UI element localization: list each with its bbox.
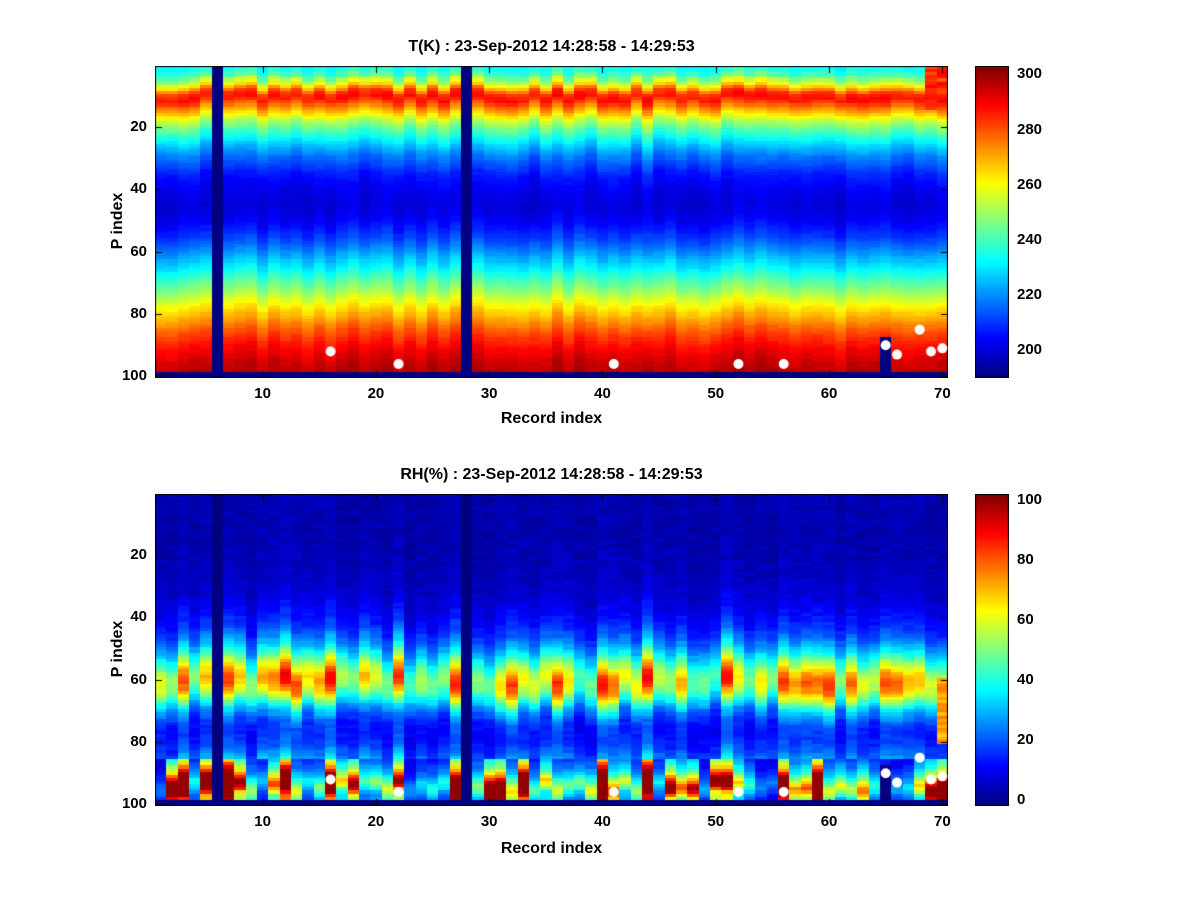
rh-colorbar-tick-label: 60 <box>1017 611 1034 628</box>
t-colorbar-tick-label: 280 <box>1017 120 1043 138</box>
rh-colorbar-tick-label: 20 <box>1017 731 1034 748</box>
rh-y-tick-label: 80 <box>130 733 147 751</box>
rh-colorbar <box>975 494 1009 806</box>
rh-y-tick-label: 60 <box>130 670 147 688</box>
rh-x-tick-label: 40 <box>594 813 611 830</box>
t-colorbar-tick-label: 240 <box>1017 230 1043 248</box>
rh-y-tick-label: 40 <box>130 608 147 626</box>
t-x-tick-label: 20 <box>367 385 385 402</box>
rh-plot-ylabel: P index <box>109 620 126 678</box>
rh-plot-title: RH(%) : 23-Sep-2012 14:28:58 - 14:29:53 <box>400 466 703 483</box>
rh-x-tick-label: 50 <box>707 813 725 830</box>
rh-x-tick-label: 60 <box>820 813 838 830</box>
rh-x-tick-label: 10 <box>254 813 271 830</box>
t-colorbar-tick-label: 300 <box>1017 65 1043 83</box>
t-x-tick-label: 30 <box>480 385 498 402</box>
t-plot-title: T(K) : 23-Sep-2012 14:28:58 - 14:29:53 <box>408 38 695 55</box>
t-heatmap-canvas <box>155 66 948 378</box>
t-plot-ylabel: P index <box>109 192 126 250</box>
rh-heatmap-canvas <box>155 494 948 806</box>
t-y-tick-label: 80 <box>130 305 147 323</box>
rh-x-tick-label: 70 <box>933 813 951 830</box>
t-y-tick-label: 20 <box>130 117 147 135</box>
rh-colorbar-tick-label: 80 <box>1017 551 1034 568</box>
t-x-tick-label: 40 <box>594 385 611 402</box>
t-x-tick-label: 60 <box>820 385 838 402</box>
rh-colorbar-tick-label: 40 <box>1017 671 1034 688</box>
rh-plot-xlabel: Record index <box>500 840 603 857</box>
t-plot-xlabel: Record index <box>500 410 603 427</box>
rh-x-tick-label: 30 <box>480 813 498 830</box>
rh-y-tick-label: 20 <box>130 545 147 563</box>
t-colorbar-tick-label: 220 <box>1017 286 1043 304</box>
t-y-tick-label: 60 <box>130 242 147 260</box>
rh-y-tick-label: 100 <box>121 795 147 813</box>
rh-colorbar-tick-label: 100 <box>1017 491 1043 508</box>
t-y-tick-label: 100 <box>121 367 147 385</box>
t-x-tick-label: 10 <box>254 385 271 402</box>
t-colorbar-tick-label: 260 <box>1017 175 1043 193</box>
t-colorbar <box>975 66 1009 378</box>
t-y-tick-label: 40 <box>130 180 147 198</box>
t-colorbar-tick-label: 200 <box>1017 341 1043 359</box>
t-x-tick-label: 50 <box>707 385 725 402</box>
rh-colorbar-tick-label: 0 <box>1017 791 1026 808</box>
t-x-tick-label: 70 <box>933 385 951 402</box>
rh-x-tick-label: 20 <box>367 813 385 830</box>
